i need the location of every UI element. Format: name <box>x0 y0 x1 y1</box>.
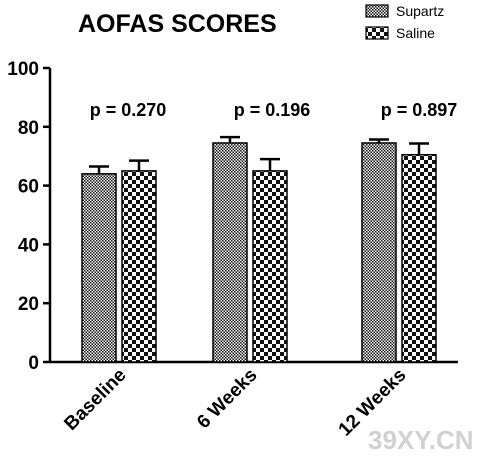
watermark: 39XY.CN <box>368 425 474 455</box>
y-tick-label: 40 <box>18 235 39 256</box>
p-value-label: p = 0.196 <box>234 100 311 120</box>
y-tick-label: 60 <box>18 177 39 198</box>
bar-saline <box>401 153 437 363</box>
x-tick-label: 6 Weeks <box>193 365 261 433</box>
legend: Supartz Saline <box>365 3 444 41</box>
y-ticks: 0 20 40 60 80 100 <box>7 59 50 374</box>
legend-swatch-supartz <box>365 4 389 18</box>
bar-supartz <box>81 173 117 363</box>
bars <box>81 135 437 363</box>
bar-saline <box>121 170 157 363</box>
y-tick-label: 0 <box>28 353 39 374</box>
legend-label-supartz: Supartz <box>396 3 444 19</box>
y-tick-label: 80 <box>18 118 39 139</box>
p-value-label: p = 0.270 <box>90 100 167 120</box>
bar-saline <box>252 170 288 363</box>
bar-supartz <box>361 142 397 363</box>
x-tick-label: Baseline <box>60 365 130 435</box>
bar-supartz <box>212 142 248 363</box>
legend-label-saline: Saline <box>396 25 435 41</box>
annotations: p = 0.270 p = 0.196 p = 0.897 <box>90 100 458 120</box>
p-value-label: p = 0.897 <box>381 100 458 120</box>
chart-title: AOFAS SCORES <box>78 10 277 38</box>
x-tick-labels: Baseline 6 Weeks 12 Weeks <box>60 365 410 441</box>
y-tick-label: 20 <box>18 294 39 315</box>
legend-swatch-saline <box>365 26 389 40</box>
y-tick-label: 100 <box>7 59 39 80</box>
